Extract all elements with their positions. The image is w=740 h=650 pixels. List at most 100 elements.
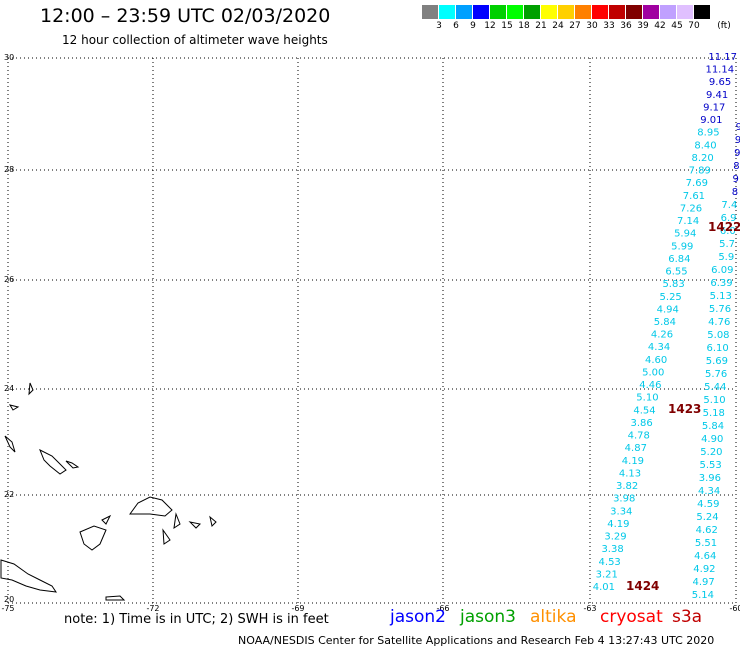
swh-value: 9.17 [703, 102, 725, 113]
lon-label: -60 [729, 604, 740, 613]
colorbar-swatch [643, 5, 660, 19]
colorbar-tick-label: 42 [654, 21, 666, 31]
swh-value: 7.4 [721, 200, 737, 211]
colorbar-swatch [439, 5, 456, 19]
swh-value: 4.92 [693, 564, 715, 575]
swh-value: 5.20 [700, 447, 722, 458]
colorbar-swatch [609, 5, 626, 19]
swh-value: 5.18 [703, 408, 725, 419]
satellite-cryosat: cryosat [600, 607, 663, 627]
island-14 [105, 595, 126, 601]
colorbar-swatch [660, 5, 677, 19]
swh-value: 6.09 [711, 265, 733, 276]
swh-value: 11.14 [705, 65, 734, 76]
swh-value: 3.98 [613, 494, 635, 505]
lon-label: -69 [291, 604, 304, 613]
island-6 [129, 496, 173, 517]
swh-value: 4.87 [625, 443, 647, 454]
swh-value: 8.95 [697, 128, 719, 139]
chart-subtitle: 12 hour collection of altimeter wave hei… [62, 33, 328, 47]
colorbar-tick-label: 3 [436, 21, 442, 31]
swh-value: 4.53 [599, 557, 621, 568]
swh-value: 4.76 [708, 317, 730, 328]
lon-label: -63 [583, 604, 596, 613]
satellite-altika: altika [530, 607, 577, 627]
swh-value: 5.84 [702, 421, 724, 432]
island-2 [8, 404, 20, 411]
island-9 [101, 514, 112, 525]
swh-value: 5.84 [654, 317, 676, 328]
swh-value: 9 [733, 174, 739, 185]
units-note: note: 1) Time is in UTC; 2) SWH is in fe… [64, 612, 329, 627]
swh-value: 5.76 [709, 304, 731, 315]
swh-value: 5.9 [718, 252, 734, 263]
wave-height-colorbar [422, 5, 711, 19]
colorbar-tick-label: 27 [569, 21, 581, 31]
swh-value: 3.86 [630, 418, 652, 429]
swh-value: 4.62 [696, 525, 718, 536]
colorbar-swatch [694, 5, 711, 19]
island-3 [4, 435, 16, 453]
swh-value: 5.10 [703, 395, 725, 406]
colorbar-swatch [507, 5, 524, 19]
swh-value: 5.53 [700, 460, 722, 471]
island-4 [39, 448, 67, 475]
swh-value: 4.59 [697, 499, 719, 510]
island-11 [188, 521, 202, 529]
swh-value: 5.69 [706, 356, 728, 367]
colorbar-swatch [541, 5, 558, 19]
lon-label: -66 [436, 604, 449, 613]
swh-value: 5.00 [642, 367, 664, 378]
colorbar-swatch [422, 5, 439, 19]
lat-label: 26 [4, 275, 14, 284]
track-id-label: 1423 [668, 402, 701, 416]
swh-value: 5.7 [719, 239, 735, 250]
swh-value: 4.19 [622, 456, 644, 467]
swh-value: 3.34 [610, 506, 632, 517]
swh-value: 8 [733, 161, 739, 172]
track-labels: 1422 1423 1424 [626, 220, 740, 593]
swh-value: 6.55 [665, 267, 687, 278]
swh-value: 4.34 [698, 486, 720, 497]
colorbar-tick-label: 33 [603, 21, 615, 31]
swh-value: 3.82 [616, 481, 638, 492]
colorbar-tick-label: 18 [518, 21, 530, 31]
swh-value: 5.10 [636, 393, 658, 404]
lon-label: -72 [146, 604, 159, 613]
colorbar-swatch [473, 5, 490, 19]
chart-title: 12:00 – 23:59 UTC 02/03/2020 [40, 5, 331, 27]
lat-label: 22 [4, 490, 14, 499]
swh-value: 4.46 [639, 380, 661, 391]
swh-value: 3.38 [601, 544, 623, 555]
swh-value: 4.26 [651, 330, 673, 341]
island-1 [28, 382, 34, 396]
island-12 [209, 515, 217, 527]
colorbar-tick-label: 21 [535, 21, 547, 31]
colorbar-swatch [456, 5, 473, 19]
coastlines [0, 382, 217, 601]
colorbar-swatch [677, 5, 694, 19]
island-8 [79, 525, 107, 551]
track-id-label: 1422 [708, 220, 740, 234]
swh-value: 5.83 [662, 279, 684, 290]
colorbar-swatch [575, 5, 592, 19]
swh-value: 7.14 [677, 216, 699, 227]
swh-value: 9.41 [706, 90, 728, 101]
swh-value: 5.99 [671, 241, 693, 252]
colorbar-swatch [524, 5, 541, 19]
swh-value: 6.0 [720, 226, 736, 237]
swh-value: 5.24 [696, 512, 718, 523]
swh-value: 5.51 [695, 538, 717, 549]
colorbar-swatch [490, 5, 507, 19]
colorbar-tick-label: 36 [620, 21, 632, 31]
swh-value: 4.34 [648, 342, 670, 353]
colorbar-tick-label: 12 [484, 21, 496, 31]
lon-label: -75 [1, 604, 14, 613]
swh-value: 5.14 [692, 590, 714, 601]
colorbar-tick-label: 45 [671, 21, 683, 31]
swh-value: 6.9 [721, 213, 737, 224]
satellite-jason2: jason2 [390, 607, 446, 627]
lat-label: 20 [4, 595, 14, 604]
island-13 [0, 559, 58, 593]
swh-value: 6.10 [707, 343, 729, 354]
